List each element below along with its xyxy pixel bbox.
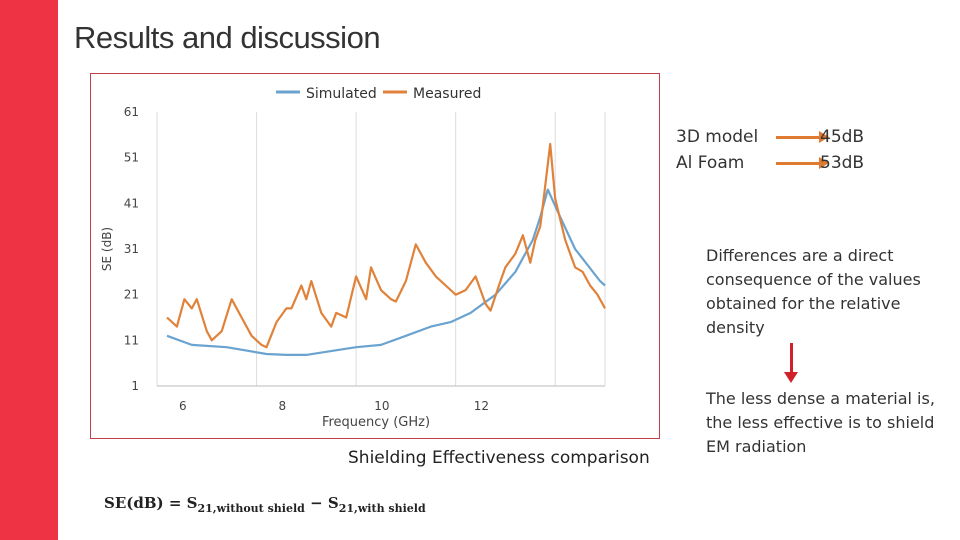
chart-caption: Shielding Effectiveness comparison: [348, 448, 650, 468]
y-tick-label: 51: [124, 151, 139, 165]
x-tick-label: 10: [374, 399, 389, 413]
y-axis-title: SE (dB): [100, 227, 114, 271]
x-tick-label: 6: [179, 399, 187, 413]
y-tick-label: 31: [124, 242, 139, 256]
note-differences: Differences are a direct consequence of …: [706, 246, 921, 337]
arrow-down-icon: [784, 343, 798, 383]
series-line-measured: [166, 142, 606, 349]
comparison-label-3d-model: 3D model: [676, 127, 759, 147]
x-tick-label: 8: [279, 399, 287, 413]
legend-label-measured: Measured: [413, 86, 481, 102]
series-line-simulated: [166, 188, 606, 356]
y-tick-label: 11: [124, 333, 139, 347]
x-axis-title: Frequency (GHz): [322, 415, 430, 430]
y-tick-label: 21: [124, 288, 139, 302]
y-tick-label: 1: [131, 379, 139, 393]
x-tick-label: 12: [474, 399, 489, 413]
arrow-right-icon: [776, 131, 829, 143]
slide-title: Results and discussion: [74, 20, 381, 55]
comparison-value-al-foam: 53dB: [820, 153, 865, 173]
arrow-right-icon: [776, 157, 829, 169]
comparison-value-3d-model: 45dB: [820, 127, 865, 147]
note-density: The less dense a material is, the less e…: [706, 389, 935, 456]
legend-label-simulated: Simulated: [306, 86, 377, 102]
accent-bar: [0, 0, 58, 540]
y-tick-label: 61: [124, 105, 139, 119]
comparison-label-al-foam: Al Foam: [676, 153, 745, 173]
se-formula: SE(dB) = S21,without shield − S21,with s…: [104, 494, 426, 515]
chart-frame: 1 11 21 31 41 51 61 6 8 10 12 Frequency (GHz) SE (dB…: [90, 73, 660, 439]
y-tick-label: 41: [124, 196, 139, 210]
